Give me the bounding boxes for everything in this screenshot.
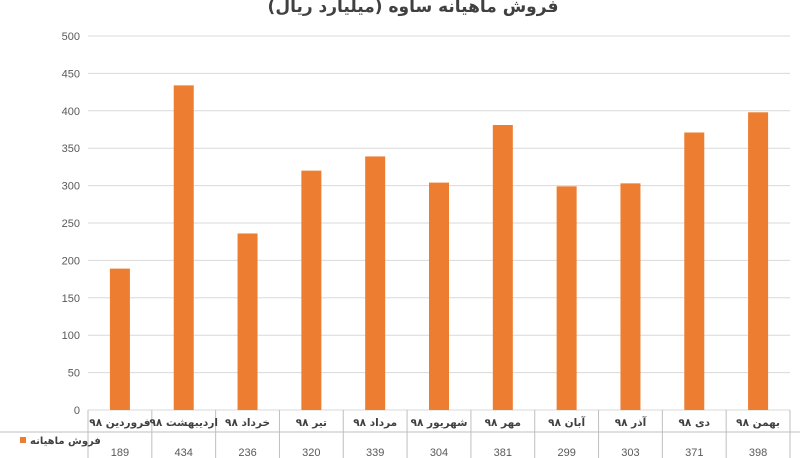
x-tick-label: آبان ۹۸ bbox=[548, 416, 585, 429]
bar bbox=[365, 156, 386, 410]
legend-swatch bbox=[20, 437, 26, 443]
y-tick-label: 450 bbox=[62, 68, 80, 80]
x-tick-label: فروردین ۹۸ bbox=[89, 417, 150, 429]
data-label: 398 bbox=[749, 447, 767, 458]
bars bbox=[109, 85, 769, 411]
y-tick-label: 500 bbox=[62, 31, 80, 43]
x-tick-label: اردیبهشت ۹۸ bbox=[149, 417, 217, 429]
bar bbox=[237, 233, 258, 410]
data-label: 299 bbox=[557, 447, 575, 458]
bar bbox=[556, 186, 577, 410]
bar bbox=[748, 112, 769, 411]
y-tick-label: 300 bbox=[62, 181, 80, 193]
data-label: 339 bbox=[366, 447, 384, 458]
legend-label: فروش ماهیانه bbox=[30, 436, 101, 447]
x-tick-label: بهمن ۹۸ bbox=[736, 417, 780, 429]
x-tick-label: مهر ۹۸ bbox=[485, 417, 521, 429]
x-tick-label: مرداد ۹۸ bbox=[353, 417, 397, 429]
bar bbox=[301, 170, 322, 410]
y-tick-label: 150 bbox=[62, 293, 80, 305]
bar bbox=[173, 85, 194, 411]
data-label: 434 bbox=[175, 447, 193, 458]
y-tick-label: 100 bbox=[62, 330, 80, 342]
y-tick-label: 0 bbox=[74, 405, 80, 417]
bar bbox=[109, 268, 130, 410]
x-tick-label: شهریور ۹۸ bbox=[411, 417, 468, 429]
data-label: 304 bbox=[430, 447, 448, 458]
data-label: 320 bbox=[302, 447, 320, 458]
bar bbox=[684, 132, 705, 410]
y-tick-label: 350 bbox=[62, 143, 80, 155]
y-tick-label: 50 bbox=[68, 368, 80, 380]
bar bbox=[429, 182, 449, 410]
y-tick-label: 200 bbox=[62, 255, 80, 267]
data-label: 303 bbox=[621, 447, 639, 458]
bar bbox=[492, 125, 513, 411]
y-axis-ticks: 0 50 100 150 200 250 300 350 400 450 500 bbox=[62, 31, 80, 417]
x-tick-label: خرداد ۹۸ bbox=[225, 417, 270, 429]
y-tick-label: 250 bbox=[62, 218, 80, 230]
bar bbox=[620, 183, 641, 410]
x-tick-label: دی ۹۸ bbox=[679, 417, 711, 429]
data-label: 189 bbox=[111, 447, 129, 458]
data-label: 371 bbox=[685, 447, 703, 458]
chart-title: فروش ماهیانه ساوه (میلیارد ریال) bbox=[268, 0, 559, 17]
x-tick-label: آذر ۹۸ bbox=[615, 416, 647, 429]
data-label: 381 bbox=[494, 447, 512, 458]
x-tick-label: تیر ۹۸ bbox=[296, 417, 327, 429]
y-tick-label: 400 bbox=[62, 106, 80, 118]
data-label: 236 bbox=[238, 447, 256, 458]
